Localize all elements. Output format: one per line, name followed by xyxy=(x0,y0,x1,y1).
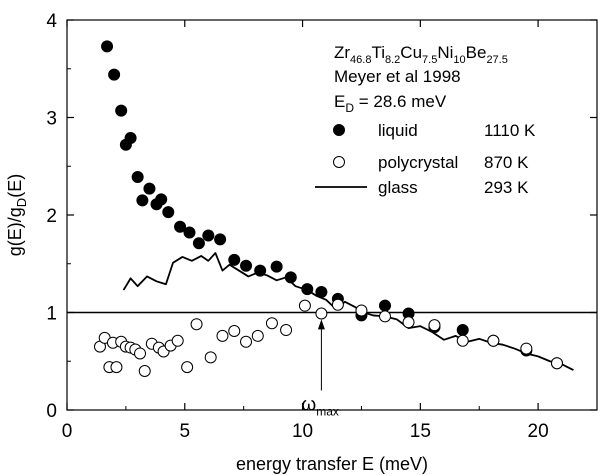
point-polycrystal xyxy=(190,318,203,331)
point-polycrystal xyxy=(550,357,563,370)
y-tick-label: 0 xyxy=(46,401,57,422)
legend-marker-polycrystal xyxy=(333,156,345,168)
point-liquid xyxy=(254,264,267,277)
point-polycrystal xyxy=(520,342,533,355)
plot-frame xyxy=(66,19,598,411)
point-polycrystal xyxy=(331,298,344,311)
y-tick-label: 3 xyxy=(46,109,57,130)
point-liquid xyxy=(270,260,283,273)
point-liquid xyxy=(155,193,168,206)
point-liquid xyxy=(315,286,328,299)
point-polycrystal xyxy=(228,325,241,338)
point-polycrystal xyxy=(216,329,229,342)
axis-ticks: 0 5 10 15 20 0 1 2 3 4 xyxy=(46,11,597,442)
x-tick-label: 10 xyxy=(292,421,313,442)
legend-label-polycrystal: polycrystal xyxy=(378,153,458,172)
point-liquid xyxy=(131,170,144,183)
y-tick-label: 2 xyxy=(46,206,57,227)
debye-energy-text: ED = 28.6 meV xyxy=(334,92,447,115)
omega-max-annotation: ωmax xyxy=(301,319,339,419)
legend-temp-liquid: 1110 K xyxy=(484,121,536,140)
point-polycrystal xyxy=(204,351,217,364)
y-axis-label: g(E)/gD(E) xyxy=(5,174,29,256)
point-polycrystal xyxy=(138,365,151,377)
point-polycrystal xyxy=(110,361,123,374)
x-tick-label: 0 xyxy=(62,421,73,442)
point-liquid xyxy=(379,299,391,312)
point-liquid xyxy=(124,131,137,144)
reference-text: Meyer et al 1998 xyxy=(334,67,461,86)
legend-item-glass: glass 293 K xyxy=(315,178,529,197)
legend-item-liquid: liquid 1110 K xyxy=(333,121,536,140)
point-liquid xyxy=(108,68,121,81)
legend-label-glass: glass xyxy=(378,178,418,197)
legend-temp-polycrystal: 870 K xyxy=(484,153,529,172)
omega-max-label: ωmax xyxy=(301,395,339,419)
point-liquid xyxy=(183,226,196,239)
legend-label-liquid: liquid xyxy=(378,121,418,140)
point-polycrystal xyxy=(355,304,368,317)
point-polycrystal xyxy=(280,324,293,337)
point-liquid xyxy=(136,194,149,207)
point-liquid xyxy=(456,324,469,337)
point-liquid xyxy=(214,233,227,246)
legend-item-polycrystal: polycrystal 870 K xyxy=(333,153,529,172)
point-liquid xyxy=(284,271,297,284)
point-liquid xyxy=(143,182,156,195)
legend: liquid 1110 K polycrystal 870 K glass 29… xyxy=(315,121,536,197)
point-polycrystal xyxy=(181,361,194,374)
point-polycrystal xyxy=(428,319,441,332)
point-liquid xyxy=(162,206,175,219)
x-tick-label: 20 xyxy=(528,421,549,442)
legend-marker-liquid xyxy=(333,124,345,136)
point-liquid xyxy=(301,283,314,296)
y-tick-label: 1 xyxy=(46,304,57,325)
point-polycrystal xyxy=(487,334,500,347)
point-liquid xyxy=(202,229,215,242)
point-polycrystal xyxy=(379,310,391,323)
x-axis-label: energy transfer E (meV) xyxy=(236,454,428,474)
plot-area: ωmax xyxy=(66,19,598,419)
x-tick-label: 5 xyxy=(179,421,190,442)
point-liquid xyxy=(240,259,253,272)
point-polycrystal xyxy=(402,316,415,329)
point-polycrystal xyxy=(298,299,311,312)
point-polycrystal xyxy=(251,329,264,342)
point-polycrystal xyxy=(134,347,147,360)
title-block: Zr46.8Ti8.2Cu7.5Ni10Be27.5 Meyer et al 1… xyxy=(334,43,508,115)
point-polycrystal xyxy=(315,307,328,320)
point-liquid xyxy=(115,104,128,117)
legend-temp-glass: 293 K xyxy=(484,178,529,197)
point-liquid xyxy=(101,40,114,53)
point-liquid xyxy=(228,253,241,266)
point-polycrystal xyxy=(240,335,253,348)
point-polycrystal xyxy=(171,334,184,347)
point-liquid xyxy=(192,237,205,250)
alloy-formula: Zr46.8Ti8.2Cu7.5Ni10Be27.5 xyxy=(334,43,508,66)
point-polycrystal xyxy=(265,317,278,330)
point-liquid xyxy=(174,220,187,233)
series-line-glass xyxy=(122,252,574,371)
series-layer xyxy=(93,40,574,377)
point-polycrystal xyxy=(456,334,469,347)
x-tick-label: 15 xyxy=(410,421,431,442)
y-tick-label: 4 xyxy=(46,11,57,32)
omega-max-arrow-head xyxy=(317,319,325,330)
